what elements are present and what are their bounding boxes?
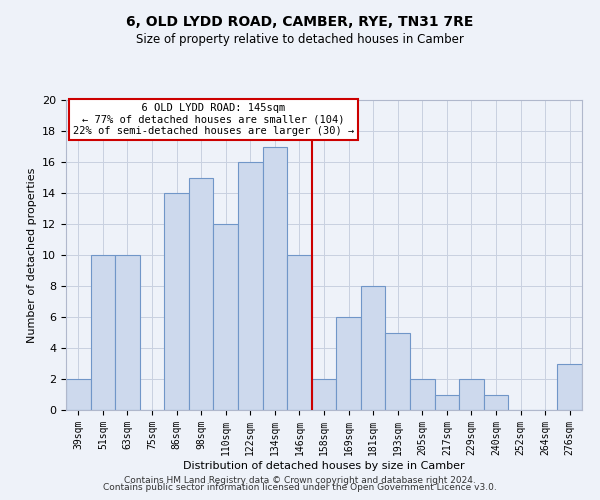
Bar — [459, 379, 484, 410]
Text: 6 OLD LYDD ROAD: 145sqm  
← 77% of detached houses are smaller (104)
22% of semi: 6 OLD LYDD ROAD: 145sqm ← 77% of detache… — [73, 103, 354, 136]
Bar — [238, 162, 263, 410]
X-axis label: Distribution of detached houses by size in Camber: Distribution of detached houses by size … — [183, 460, 465, 470]
Bar — [91, 255, 115, 410]
Bar — [115, 255, 140, 410]
Bar — [484, 394, 508, 410]
Bar — [189, 178, 214, 410]
Text: 6, OLD LYDD ROAD, CAMBER, RYE, TN31 7RE: 6, OLD LYDD ROAD, CAMBER, RYE, TN31 7RE — [127, 15, 473, 29]
Bar — [214, 224, 238, 410]
Bar — [434, 394, 459, 410]
Bar — [66, 379, 91, 410]
Bar — [557, 364, 582, 410]
Bar — [287, 255, 312, 410]
Bar — [263, 146, 287, 410]
Bar — [410, 379, 434, 410]
Y-axis label: Number of detached properties: Number of detached properties — [26, 168, 37, 342]
Bar — [336, 317, 361, 410]
Bar — [385, 332, 410, 410]
Bar — [312, 379, 336, 410]
Bar — [361, 286, 385, 410]
Text: Contains HM Land Registry data © Crown copyright and database right 2024.: Contains HM Land Registry data © Crown c… — [124, 476, 476, 485]
Text: Contains public sector information licensed under the Open Government Licence v3: Contains public sector information licen… — [103, 484, 497, 492]
Text: Size of property relative to detached houses in Camber: Size of property relative to detached ho… — [136, 32, 464, 46]
Bar — [164, 193, 189, 410]
